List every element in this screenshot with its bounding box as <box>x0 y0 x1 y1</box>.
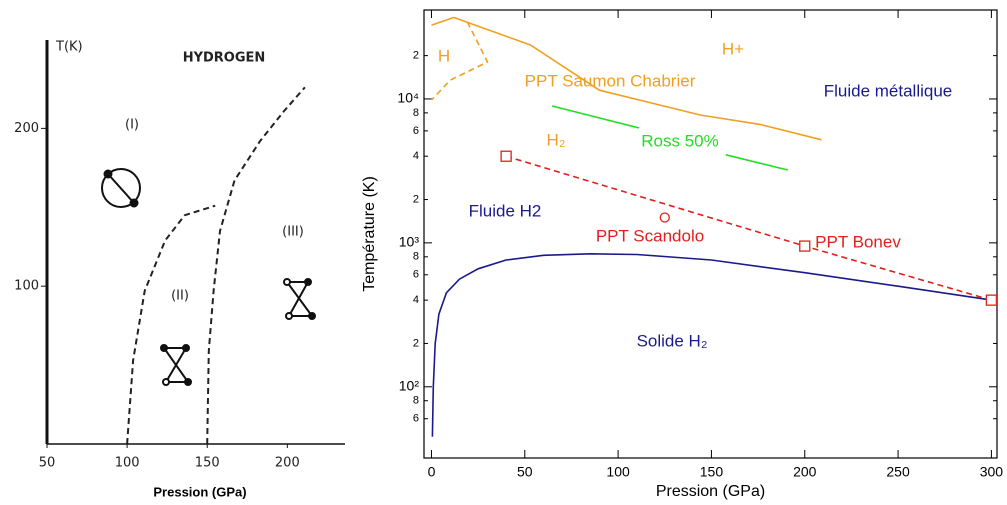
marker-square <box>985 294 998 306</box>
annotation: H+ <box>722 39 744 58</box>
y-tick-label: 8 <box>413 107 419 119</box>
y-axis-label: T(K) <box>55 40 83 55</box>
series-line <box>552 105 788 171</box>
y-tick-label: 6 <box>413 125 419 137</box>
annotation: Fluide métallique <box>824 81 953 100</box>
annotation: (III) <box>282 225 304 240</box>
x-tick-label: 50 <box>517 464 533 480</box>
y-tick-label: 2 <box>413 193 419 205</box>
x-tick-label: 250 <box>886 464 910 480</box>
series-line <box>430 21 489 101</box>
y-tick-label: 10³ <box>399 234 420 250</box>
y-tick-label: 8 <box>413 251 419 263</box>
annotation: Fluide H2 <box>469 201 542 220</box>
y-tick-label: 10² <box>399 377 420 393</box>
x-tick-label: 100 <box>115 456 140 471</box>
annotation: H <box>438 46 450 65</box>
y-tick-label: 4 <box>413 294 419 306</box>
annotation: H₂ <box>547 130 566 149</box>
x-tick-label: 150 <box>195 456 220 471</box>
chart-title: HYDROGEN <box>183 51 266 66</box>
x-tick-label: 0 <box>428 464 436 480</box>
annotation: PPT Saumon Chabrier <box>525 71 696 90</box>
y-tick-label: 100 <box>14 279 39 294</box>
annotation: (I) <box>125 118 139 133</box>
series-line <box>431 252 992 437</box>
marker-square <box>500 150 512 162</box>
y-tick-label: 2 <box>413 337 419 349</box>
y-tick-label: 6 <box>413 413 419 425</box>
annotation: PPT Bonev <box>815 232 901 251</box>
annotation: PPT Scandolo <box>596 226 704 245</box>
x-tick-label: 200 <box>275 456 300 471</box>
x-tick-label: 100 <box>606 464 630 480</box>
molecule-icons <box>101 168 316 386</box>
annotation: Solide H₂ <box>637 331 708 350</box>
y-tick-label: 6 <box>413 269 419 281</box>
annotation: (II) <box>171 289 189 304</box>
y-axis-label: Température (K) <box>361 176 378 292</box>
x-tick-label: 50 <box>39 456 56 471</box>
y-tick-label: 2 <box>413 50 419 62</box>
x-tick-label: 150 <box>700 464 724 480</box>
chart-panel: Pression (GPa) Température (K) 0 50 100 150 20… <box>361 9 1004 500</box>
series-line <box>206 86 306 445</box>
series-line <box>126 204 216 445</box>
x-axis-label: Pression (GPa) <box>656 483 765 500</box>
x-tick-label: 200 <box>793 464 817 480</box>
marker-square <box>799 240 811 252</box>
y-tick-label: 8 <box>413 395 419 407</box>
x-tick-label: 300 <box>980 464 1004 480</box>
marker-circle <box>659 212 670 223</box>
y-tick-label: 4 <box>413 150 419 162</box>
chart-panel: HYDROGEN T(K) Pression (GPa) 50 100 150 200 100… <box>14 40 345 499</box>
plot-frame <box>423 9 998 459</box>
series-line <box>505 155 992 301</box>
x-axis-label: Pression (GPa) <box>153 484 246 499</box>
y-tick-label: 200 <box>14 121 39 136</box>
annotation: Ross 50% <box>641 131 718 150</box>
series-line <box>431 16 822 141</box>
y-tick-label: 10⁴ <box>397 90 419 106</box>
